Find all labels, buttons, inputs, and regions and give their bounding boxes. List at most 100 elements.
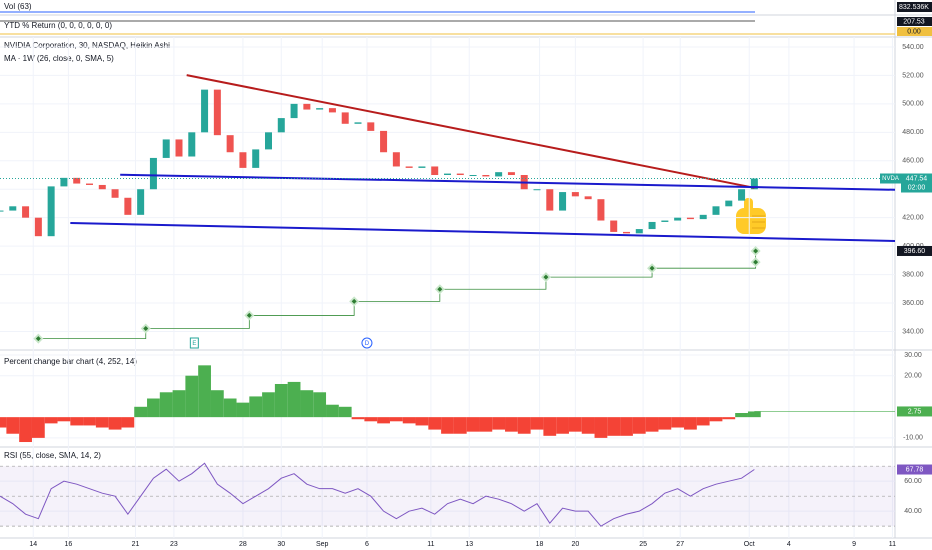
- value-box: [901, 173, 932, 193]
- value-label: 0.00: [907, 28, 921, 35]
- value-label: 396.60: [904, 248, 926, 255]
- value-label: 67.78: [906, 466, 924, 473]
- ma-marker-core: [143, 326, 149, 332]
- x-tick-label: 4: [787, 541, 791, 548]
- candle: [738, 189, 746, 201]
- bar: [517, 417, 531, 434]
- bar: [696, 417, 710, 426]
- y-tick-label: 500.00: [902, 101, 924, 108]
- x-tick-label: 13: [465, 541, 473, 548]
- candle: [111, 189, 119, 198]
- candle: [124, 197, 132, 215]
- y-tick-label: 480.00: [902, 129, 924, 136]
- x-tick-label: 30: [277, 541, 285, 548]
- x-tick-label: 21: [132, 541, 140, 548]
- bar: [645, 417, 659, 432]
- bar: [505, 417, 518, 432]
- candle: [73, 177, 81, 184]
- event-marker: [189, 337, 199, 349]
- candle: [367, 122, 375, 131]
- x-tick-label: 20: [571, 541, 579, 548]
- candle: [584, 196, 592, 200]
- value-label: 447.54: [906, 175, 928, 182]
- bar: [274, 383, 288, 418]
- value-label: 207.53: [903, 18, 925, 25]
- y-tick-label: 40.00: [904, 508, 922, 515]
- bar: [709, 417, 723, 422]
- candle: [86, 183, 93, 185]
- candle: [495, 172, 503, 177]
- bar: [223, 398, 237, 418]
- pane-title: RSI (55, close, SMA, 14, 2): [4, 451, 101, 460]
- candle: [303, 103, 311, 110]
- candle: [60, 177, 68, 187]
- bar: [377, 417, 390, 424]
- candle: [47, 186, 55, 237]
- bar: [364, 417, 378, 422]
- candle: [277, 118, 285, 133]
- bar: [402, 417, 416, 424]
- bar: [287, 381, 301, 418]
- candle: [725, 200, 733, 207]
- bar: [747, 411, 761, 418]
- ma-marker-core: [649, 265, 655, 271]
- ma-marker-core: [543, 274, 549, 280]
- candle: [175, 139, 183, 157]
- bar: [466, 417, 480, 432]
- candle: [661, 220, 669, 222]
- candle: [469, 175, 477, 177]
- ma-marker-core: [246, 312, 252, 318]
- chart-subtitle: MA · 1W (26, close, 0, SMA, 5): [4, 54, 114, 63]
- candle: [354, 122, 362, 124]
- candle: [533, 189, 541, 191]
- bar: [543, 417, 557, 436]
- y-tick-label: 540.00: [902, 44, 924, 51]
- pane-title: Percent change bar chart (4, 252, 14): [4, 357, 137, 366]
- ma-line: [38, 250, 757, 340]
- candle: [750, 178, 758, 190]
- bar: [262, 392, 275, 418]
- event-label: E: [192, 341, 196, 347]
- x-tick-label: 14: [29, 541, 37, 548]
- y-tick-label: 20.00: [904, 373, 922, 380]
- event-marker: [361, 337, 373, 349]
- ma-marker-core: [437, 286, 443, 292]
- candle: [252, 149, 260, 168]
- candle: [686, 217, 694, 220]
- candle: [137, 189, 145, 215]
- ma-marker-core: [753, 259, 759, 265]
- bar: [249, 396, 263, 418]
- bar: [159, 392, 173, 418]
- candle: [149, 157, 157, 190]
- candle: [34, 217, 42, 237]
- y-tick-label: 420.00: [902, 215, 924, 222]
- candle: [201, 89, 209, 133]
- bar: [210, 390, 224, 418]
- candle: [635, 229, 643, 234]
- value-box: [897, 245, 932, 256]
- candle: [699, 214, 707, 220]
- y-tick-label: 340.00: [902, 328, 924, 335]
- candle: [22, 206, 30, 218]
- x-tick-label: 11: [427, 541, 434, 548]
- candle: [405, 166, 413, 168]
- x-tick-label: 23: [170, 541, 178, 548]
- bar: [338, 406, 352, 418]
- bar: [722, 417, 736, 420]
- bar: [0, 417, 7, 428]
- candle: [546, 189, 554, 211]
- candle: [341, 112, 349, 124]
- bar: [108, 417, 122, 430]
- candle: [418, 166, 426, 168]
- bar: [83, 417, 96, 426]
- bar: [428, 417, 442, 430]
- candle: [507, 172, 515, 176]
- event-label: D: [365, 341, 370, 347]
- y-tick-label: 60.00: [904, 478, 922, 485]
- bar: [172, 390, 186, 418]
- bar: [671, 417, 685, 428]
- pane-title: Vol (63): [4, 2, 32, 11]
- bar: [57, 417, 71, 422]
- candle: [444, 173, 451, 176]
- value-box: [897, 27, 932, 36]
